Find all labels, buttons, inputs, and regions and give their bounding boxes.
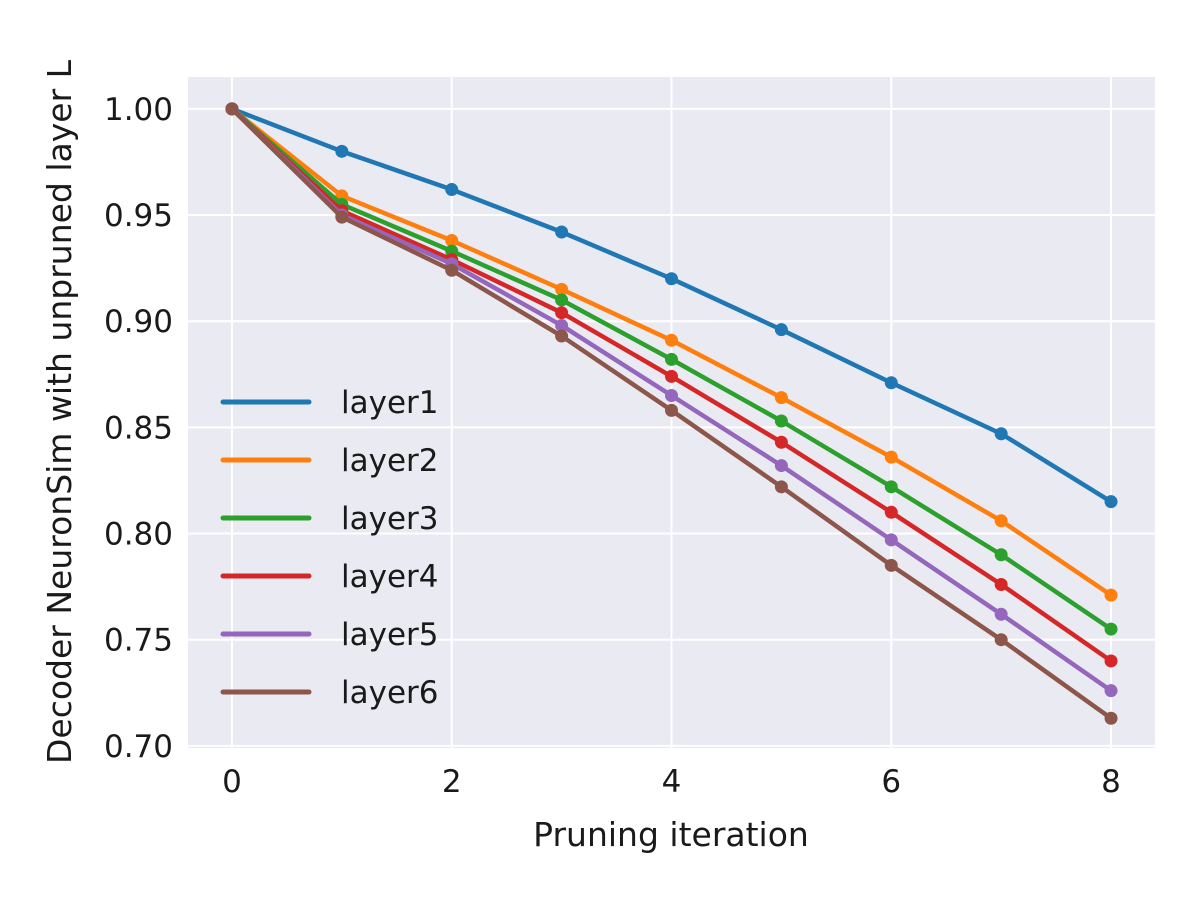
data-point-layer3: [665, 352, 678, 366]
data-point-layer5: [774, 459, 788, 473]
legend-label: layer2: [341, 443, 439, 479]
y-axis-label: Decoder NeuronSim with unpruned layer L: [40, 59, 79, 764]
y-tick-label: 0.70: [104, 729, 173, 765]
legend-item-layer5: layer5: [220, 617, 439, 653]
data-point-layer4: [555, 306, 569, 320]
data-point-layer4: [884, 505, 898, 519]
legend-item-layer4: layer4: [220, 559, 439, 595]
data-point-layer2: [1104, 588, 1118, 602]
data-point-layer6: [774, 480, 788, 494]
data-point-layer1: [555, 225, 569, 239]
data-point-layer5: [555, 318, 569, 332]
legend-label: layer6: [341, 675, 439, 711]
y-tick-labels: 0.70 0.75 0.80 0.85 0.90 0.95 1.00: [104, 92, 173, 765]
y-tick-label: 0.95: [104, 198, 173, 234]
legend-item-layer6: layer6: [220, 675, 439, 711]
x-axis-label: Pruning iteration: [533, 815, 809, 854]
legend-label: layer3: [341, 501, 439, 537]
y-tick-label: 1.00: [104, 92, 173, 128]
legend: layer1 layer2 layer3 layer4 layer5 layer6: [220, 385, 439, 711]
data-point-layer1: [1104, 495, 1118, 509]
data-point-layer6: [994, 633, 1008, 647]
data-point-layer3: [555, 293, 569, 307]
x-tick-label: 6: [881, 764, 901, 800]
x-tick-labels: 0 2 4 6 8: [222, 764, 1121, 800]
data-point-layer4: [994, 577, 1008, 591]
data-point-layer5: [884, 533, 898, 547]
data-point-layer5: [994, 607, 1008, 621]
data-point-layer6: [445, 263, 459, 277]
data-point-layer1: [445, 183, 459, 197]
legend-label: layer5: [341, 617, 439, 653]
data-point-layer4: [1104, 654, 1118, 668]
x-tick-label: 2: [442, 764, 462, 800]
data-point-layer1: [335, 144, 349, 158]
data-point-layer4: [774, 435, 788, 449]
series-lines: [225, 102, 1118, 725]
x-tick-label: 8: [1101, 764, 1121, 800]
legend-item-layer2: layer2: [220, 443, 439, 479]
y-tick-label: 0.85: [104, 410, 173, 446]
data-point-layer1: [884, 376, 898, 390]
data-point-layer3: [1104, 622, 1118, 636]
data-point-layer5: [665, 389, 678, 403]
data-point-layer6: [335, 210, 349, 224]
data-point-layer2: [665, 333, 678, 347]
data-point-layer6: [1104, 711, 1118, 725]
data-point-layer1: [774, 323, 788, 337]
data-point-layer2: [445, 234, 459, 248]
legend-label: layer4: [341, 559, 439, 595]
data-point-layer5: [1104, 684, 1118, 698]
data-point-layer1: [665, 272, 678, 286]
data-point-layer3: [994, 548, 1008, 562]
data-point-layer3: [774, 414, 788, 428]
series-layer6: [225, 102, 1118, 725]
legend-item-layer3: layer3: [220, 501, 439, 537]
data-point-layer6: [225, 102, 239, 116]
data-point-layer6: [884, 558, 898, 572]
y-tick-label: 0.75: [104, 623, 173, 659]
data-point-layer2: [994, 514, 1008, 528]
legend-item-layer1: layer1: [220, 385, 439, 421]
data-point-layer1: [994, 427, 1008, 441]
legend-label: layer1: [341, 385, 439, 421]
data-point-layer2: [884, 450, 898, 464]
data-point-layer2: [555, 282, 569, 296]
data-point-layer4: [665, 369, 678, 383]
x-tick-label: 4: [662, 764, 682, 800]
y-tick-label: 0.90: [104, 304, 173, 340]
data-point-layer3: [884, 480, 898, 494]
data-point-layer2: [774, 391, 788, 405]
data-point-layer6: [665, 403, 678, 417]
x-tick-label: 0: [222, 764, 242, 800]
data-point-layer6: [555, 329, 569, 343]
y-tick-label: 0.80: [104, 517, 173, 553]
